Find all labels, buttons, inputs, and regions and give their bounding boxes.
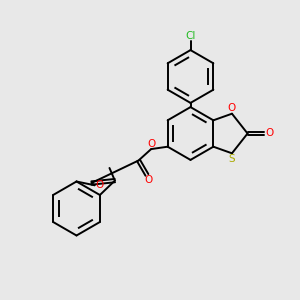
Text: O: O <box>147 139 155 149</box>
Text: O: O <box>145 175 153 185</box>
Text: Cl: Cl <box>185 31 196 41</box>
Text: S: S <box>229 154 235 164</box>
Text: O: O <box>96 180 104 190</box>
Text: O: O <box>228 103 236 113</box>
Text: O: O <box>265 128 274 139</box>
